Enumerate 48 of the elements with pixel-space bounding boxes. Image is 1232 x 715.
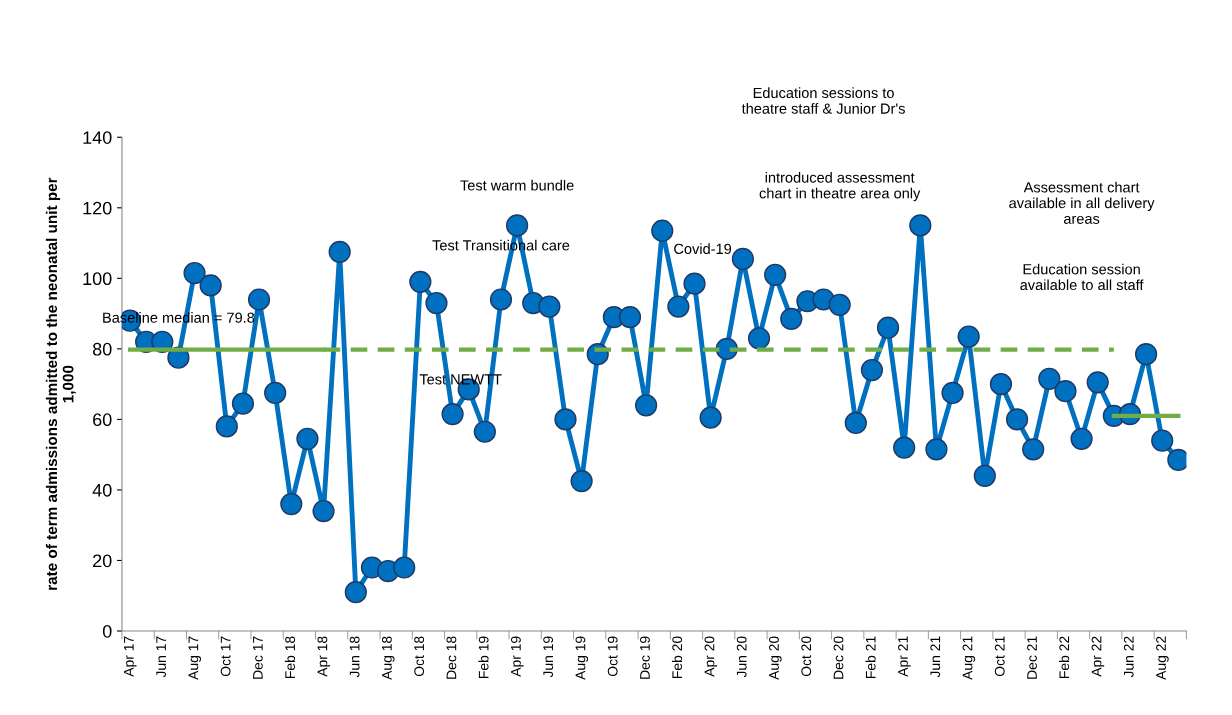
x-tick-label: Jun 21 [930, 636, 941, 678]
x-tick-label: Feb 19 [478, 636, 489, 678]
x-tick-label: Dec 21 [1027, 636, 1037, 679]
y-tick-label: 60 [93, 413, 112, 427]
x-tick-label: Oct 17 [220, 636, 231, 677]
x-tick-label: Jun 18 [349, 636, 360, 678]
y-tick-label: 20 [93, 554, 112, 568]
x-tick-label: Oct 19 [607, 636, 618, 677]
annotation: Test warm bundle [460, 179, 574, 191]
x-tick-label: Oct 20 [801, 636, 812, 677]
x-tick-label: Aug 22 [1156, 636, 1169, 680]
x-tick-label: Jun 17 [156, 636, 167, 678]
y-tick-label: 40 [92, 483, 112, 497]
text: Education sessions to theatre staff & Junior Dr's [741, 87, 905, 114]
x-tick-label: Feb 18 [284, 636, 296, 678]
annotation: Assessment chart available in all delivery areas [1009, 181, 1155, 224]
x-tick-label: Feb 21 [865, 636, 876, 678]
y-axis-title: rate of term admissions admitted to the neonatal unit per 1,000 [45, 177, 76, 590]
y-tick-label: 140 [83, 131, 112, 144]
x-tick-label: Dec 18 [446, 636, 457, 679]
x-tick-label: Apr 17 [124, 636, 137, 677]
x-tick-label: Jun 20 [736, 636, 747, 678]
x-tick-label: Apr 20 [704, 636, 718, 677]
x-tick-label: Dec 19 [640, 636, 650, 679]
x-tick-label: Aug 17 [188, 636, 202, 680]
x-tick-label: Oct 21 [994, 636, 1005, 677]
x-tick-label: Feb 22 [1058, 636, 1070, 678]
x-tick-label: Aug 18 [381, 636, 395, 680]
x-tick-label: Apr 18 [317, 636, 331, 677]
y-tick-label: 80 [92, 342, 112, 356]
x-tick-label: Feb 20 [671, 636, 683, 678]
x-tick-label: Oct 18 [414, 636, 425, 677]
x-tick-label: Aug 20 [769, 636, 782, 680]
x-tick-label: Apr 21 [898, 636, 911, 677]
x-tick-label: Apr 19 [511, 636, 524, 677]
x-tick-label: Jun 22 [1123, 636, 1134, 678]
x-tick-label: Jun 19 [543, 636, 554, 678]
y-tick-label: 120 [83, 201, 112, 215]
x-tick-label: Apr 22 [1091, 636, 1105, 677]
y-tick-label: 100 [83, 272, 112, 286]
x-tick-label: Dec 17 [253, 636, 263, 679]
x-tick-label: Dec 20 [833, 636, 844, 679]
x-tick-label: Aug 21 [962, 636, 976, 680]
y-tick-label: 0 [102, 624, 112, 638]
annotation: Covid-19 [674, 243, 732, 255]
annotation: introduced assessment chart in theatre area only [759, 172, 921, 202]
annotation: Education session available to all staff [1020, 263, 1144, 291]
x-tick-label: Aug 19 [575, 636, 589, 680]
